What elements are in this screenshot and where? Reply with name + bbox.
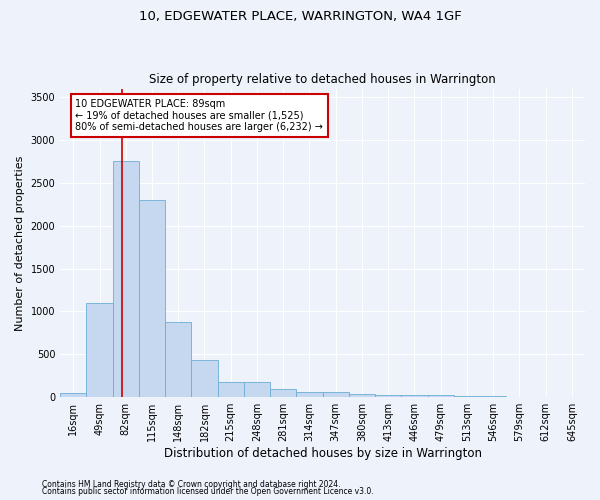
Text: Contains HM Land Registry data © Crown copyright and database right 2024.: Contains HM Land Registry data © Crown c…: [42, 480, 341, 489]
Text: Contains public sector information licensed under the Open Government Licence v3: Contains public sector information licen…: [42, 487, 374, 496]
Bar: [270, 390, 296, 397]
Bar: [454, 396, 480, 397]
Bar: [323, 392, 349, 397]
Bar: [375, 394, 401, 397]
Bar: [349, 394, 375, 397]
Bar: [244, 382, 270, 397]
Bar: [480, 396, 506, 397]
Text: 10 EDGEWATER PLACE: 89sqm
← 19% of detached houses are smaller (1,525)
80% of se: 10 EDGEWATER PLACE: 89sqm ← 19% of detac…: [76, 99, 323, 132]
Y-axis label: Number of detached properties: Number of detached properties: [15, 155, 25, 330]
Bar: [139, 200, 165, 397]
Bar: [506, 396, 533, 397]
Bar: [401, 395, 428, 397]
Bar: [86, 303, 113, 397]
Bar: [296, 392, 323, 397]
Bar: [428, 396, 454, 397]
Text: 10, EDGEWATER PLACE, WARRINGTON, WA4 1GF: 10, EDGEWATER PLACE, WARRINGTON, WA4 1GF: [139, 10, 461, 23]
X-axis label: Distribution of detached houses by size in Warrington: Distribution of detached houses by size …: [164, 447, 482, 460]
Bar: [113, 162, 139, 397]
Title: Size of property relative to detached houses in Warrington: Size of property relative to detached ho…: [149, 73, 496, 86]
Bar: [218, 382, 244, 397]
Bar: [60, 393, 86, 397]
Bar: [165, 322, 191, 397]
Bar: [191, 360, 218, 397]
